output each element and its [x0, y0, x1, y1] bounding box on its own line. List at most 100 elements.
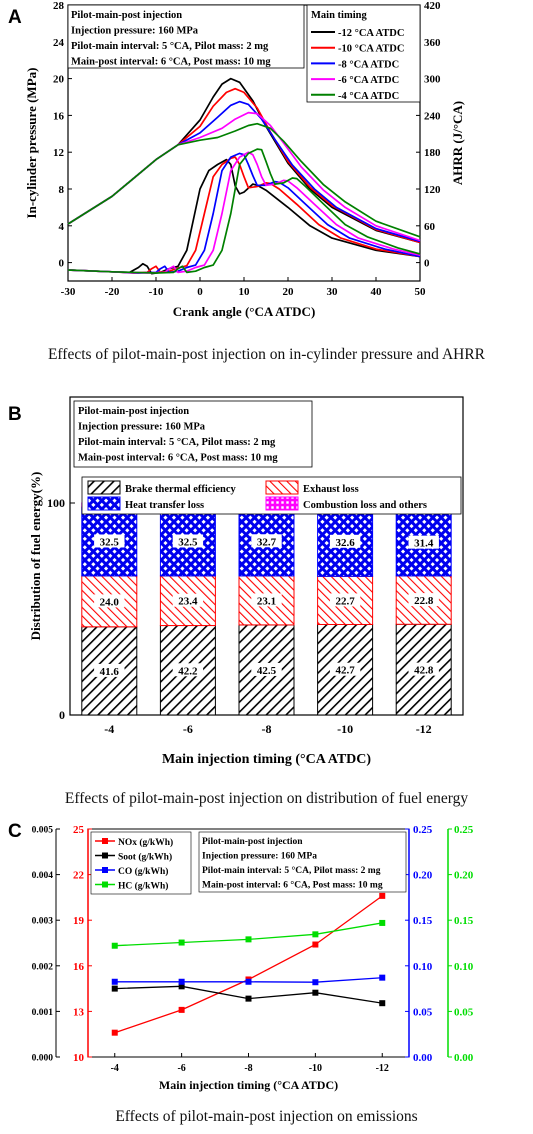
x-tick-label-a: -20 — [105, 286, 120, 298]
legend-entry-b: Heat transfer loss — [125, 500, 204, 511]
y2-tick-label-a: 60 — [424, 221, 436, 233]
x-tick-label-c: -12 — [376, 1063, 389, 1074]
ahrr-line-6-ca-atdc — [67, 151, 421, 274]
hc-tick-label: 0.05 — [454, 1006, 474, 1018]
caption-a: Effects of pilot-main-post injection on … — [47, 346, 486, 363]
x-tick-label-a: 40 — [371, 286, 383, 298]
bar-heat-transfer-loss — [317, 506, 374, 577]
x-tick-label-a: 10 — [239, 286, 251, 298]
y2-tick-label-a: 420 — [424, 0, 441, 12]
pressure-line-10-ca-atdc — [67, 87, 421, 244]
co-tick-label: 0.00 — [413, 1052, 433, 1064]
panel-label-b: B — [8, 404, 22, 425]
data-label-bg-b — [329, 534, 361, 548]
x-tick-label-b: -10 — [337, 722, 353, 736]
marker-nox-g-kwh — [379, 892, 386, 899]
data-label-bg-b — [172, 534, 204, 548]
caption-b: Effects of pilot-main-post injection on … — [64, 790, 469, 807]
x-tick-label-a: -10 — [149, 286, 164, 298]
nox-tick-label: 25 — [73, 824, 85, 836]
data-label-b: 22.8 — [414, 595, 434, 607]
nox-tick-label: 19 — [73, 915, 85, 927]
y-tick-label-b: 100 — [47, 496, 65, 510]
legend-entry-c: Soot (g/kWh) — [118, 852, 172, 863]
legend-title-a: Main timing — [311, 10, 367, 21]
info-line-a: Pilot-main-post injection — [71, 10, 182, 21]
caption-c: Effects of pilot-main-post injection on … — [115, 1108, 418, 1125]
marker-co-g-kwh — [178, 978, 185, 985]
legend-entry-a: -8 °CA ATDC — [338, 59, 399, 70]
soot-tick-label: 0.002 — [32, 962, 54, 972]
legend-entry-a: -6 °CA ATDC — [338, 75, 399, 86]
info-box-a — [67, 4, 305, 69]
soot-tick-label: 0.005 — [32, 826, 54, 836]
y-tick-label-a: 0 — [59, 258, 65, 270]
x-tick-label-b: -4 — [104, 722, 114, 736]
legend-marker-c — [102, 852, 108, 859]
hc-tick-label: 0.00 — [454, 1052, 474, 1064]
nox-tick-label: 22 — [73, 870, 85, 882]
x-tick-label-b: -12 — [416, 722, 432, 736]
y2-tick-label-a: 0 — [424, 258, 430, 270]
info-box-c — [198, 831, 407, 893]
y2-tick-label-a: 300 — [424, 74, 441, 86]
data-label-b: 32.5 — [100, 536, 120, 548]
panel-label-a: A — [8, 7, 22, 28]
y-tick-label-a: 12 — [53, 147, 65, 159]
y-tick-label-a: 20 — [53, 74, 65, 86]
info-box-b — [73, 400, 313, 468]
data-label-bg-b — [329, 662, 361, 676]
legend-box-a — [306, 4, 421, 103]
marker-soot-g-kwh — [245, 995, 252, 1002]
data-label-bg-b — [94, 534, 125, 548]
nox-tick-label: 13 — [73, 1006, 85, 1018]
legend-entry-c: HC (g/kWh) — [118, 881, 168, 892]
info-line-b: Pilot-main interval: 5 °CA, Pilot mass: … — [78, 437, 276, 448]
marker-co-g-kwh — [312, 979, 319, 986]
co-tick-label: 0.20 — [413, 870, 433, 882]
soot-tick-label: 0.001 — [32, 1008, 54, 1018]
info-line-a: Injection pressure: 160 MPa — [71, 26, 199, 37]
y2-tick-label-a: 120 — [424, 184, 441, 196]
co-tick-label: 0.05 — [413, 1006, 433, 1018]
ahrr-line-4-ca-atdc — [67, 148, 421, 274]
panel-b: B0100-441.624.032.51.9-642.223.432.51.9-… — [8, 396, 464, 767]
data-label-bg-b — [408, 662, 439, 676]
co-tick-label: 0.15 — [413, 915, 433, 927]
marker-nox-g-kwh — [312, 941, 319, 948]
legend-entry-b: Exhaust loss — [303, 484, 359, 495]
marker-nox-g-kwh — [178, 1006, 185, 1013]
marker-co-g-kwh — [245, 978, 252, 985]
hc-tick-label: 0.15 — [454, 915, 474, 927]
legend-swatch-b — [265, 496, 299, 511]
x-tick-label-a: 20 — [283, 286, 295, 298]
legend-marker-c — [102, 838, 108, 844]
marker-hc-g-kwh — [312, 931, 319, 938]
y2-tick-label-a: 180 — [424, 147, 441, 159]
x-tick-label-a: 0 — [197, 286, 203, 298]
y-tick-label-a: 4 — [59, 221, 65, 233]
data-label-b: 42.5 — [257, 665, 277, 677]
info-line-b: Injection pressure: 160 MPa — [78, 422, 206, 433]
x-tick-label-a: 50 — [415, 286, 427, 298]
info-line-c: Pilot-main-post injection — [202, 837, 303, 847]
y-axis-title-b: Distribution of fuel energy(%) — [28, 472, 43, 641]
data-label-b: 42.7 — [335, 665, 355, 677]
info-line-c: Pilot-main interval: 5 °CA, Pilot mass: … — [202, 865, 381, 876]
x-axis-title-c: Main injection timing (°CA ATDC) — [159, 1078, 338, 1092]
pressure-line-4-ca-atdc — [67, 122, 421, 238]
legend-marker-c — [102, 867, 108, 873]
x-tick-label-c: -10 — [309, 1063, 322, 1074]
legend-entry-b: Brake thermal efficiency — [125, 484, 237, 495]
y2-axis-title-a: AHRR (J/°CA) — [450, 101, 465, 185]
y-tick-label-a: 28 — [53, 0, 65, 12]
legend-swatch-b — [87, 480, 121, 495]
y-tick-label-a: 16 — [53, 110, 65, 122]
legend-entry-b: Combustion loss and others — [303, 500, 427, 511]
legend-entry-a: -10 °CA ATDC — [338, 44, 404, 55]
data-label-b: 32.7 — [257, 536, 277, 548]
data-label-b: 42.2 — [178, 665, 198, 677]
data-label-b: 32.6 — [335, 537, 355, 549]
legend-entry-c: NOx (g/kWh) — [118, 837, 173, 848]
legend-swatch-b — [87, 496, 121, 511]
